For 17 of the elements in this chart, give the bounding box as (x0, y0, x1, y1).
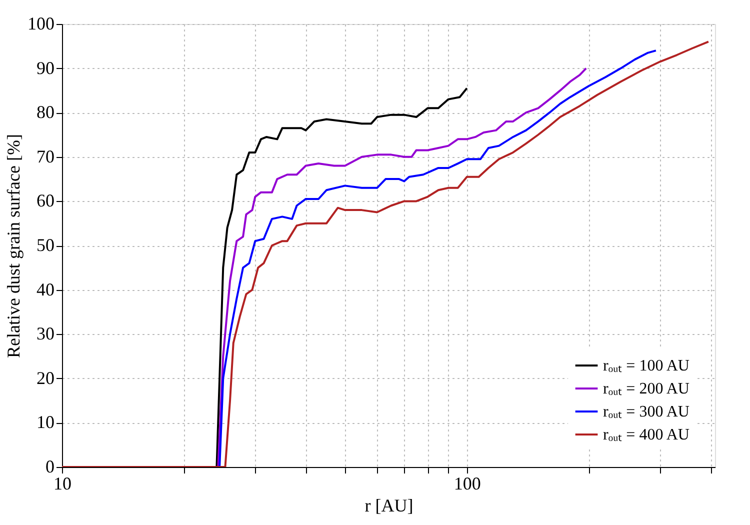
legend-label: rₒᵤₜ = 200 AU (603, 380, 690, 398)
y-tick-label: 40 (36, 279, 54, 300)
y-tick-label: 20 (36, 368, 54, 388)
legend-label: rₒᵤₜ = 400 AU (603, 426, 690, 444)
y-tick-label: 70 (36, 146, 54, 166)
y-tick-label: 30 (36, 324, 54, 344)
x-axis-title: r [AU] (364, 496, 414, 516)
y-tick-label: 10 (36, 412, 54, 432)
y-tick-label: 80 (36, 102, 54, 122)
y-tick-label: 50 (36, 235, 54, 255)
legend-label: rₒᵤₜ = 100 AU (603, 358, 690, 374)
y-tick-label: 100 (28, 14, 54, 34)
y-tick-label: 60 (36, 190, 54, 211)
y-tick-label: 90 (36, 58, 54, 78)
y-axis-title: Relative dust grain surface [%] (4, 134, 24, 358)
y-tick-label: 0 (46, 456, 54, 476)
legend-label: rₒᵤₜ = 300 AU (603, 404, 690, 420)
